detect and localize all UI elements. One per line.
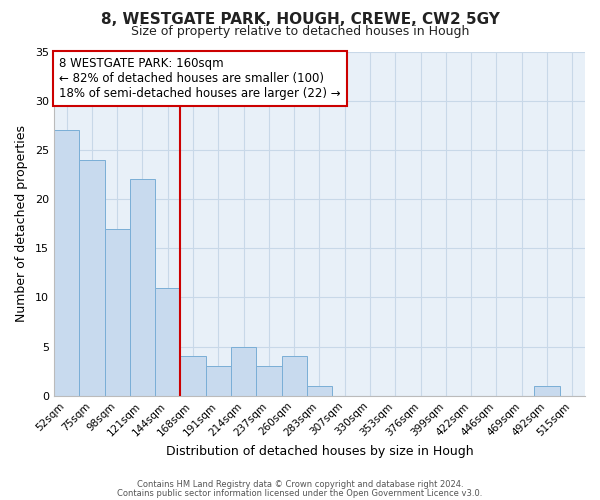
Text: 8 WESTGATE PARK: 160sqm
← 82% of detached houses are smaller (100)
18% of semi-d: 8 WESTGATE PARK: 160sqm ← 82% of detache… xyxy=(59,56,341,100)
Bar xyxy=(104,228,130,396)
Text: 8, WESTGATE PARK, HOUGH, CREWE, CW2 5GY: 8, WESTGATE PARK, HOUGH, CREWE, CW2 5GY xyxy=(101,12,499,28)
Text: Contains HM Land Registry data © Crown copyright and database right 2024.: Contains HM Land Registry data © Crown c… xyxy=(137,480,463,489)
Bar xyxy=(281,356,307,396)
Bar xyxy=(307,386,332,396)
Bar xyxy=(206,366,231,396)
Bar xyxy=(155,288,181,396)
Bar xyxy=(256,366,281,396)
Text: Size of property relative to detached houses in Hough: Size of property relative to detached ho… xyxy=(131,25,469,38)
Bar xyxy=(181,356,206,396)
Bar xyxy=(130,180,155,396)
Bar xyxy=(54,130,79,396)
Text: Contains public sector information licensed under the Open Government Licence v3: Contains public sector information licen… xyxy=(118,488,482,498)
Y-axis label: Number of detached properties: Number of detached properties xyxy=(15,125,28,322)
Bar xyxy=(231,346,256,396)
Bar xyxy=(535,386,560,396)
X-axis label: Distribution of detached houses by size in Hough: Distribution of detached houses by size … xyxy=(166,444,473,458)
Bar xyxy=(79,160,104,396)
